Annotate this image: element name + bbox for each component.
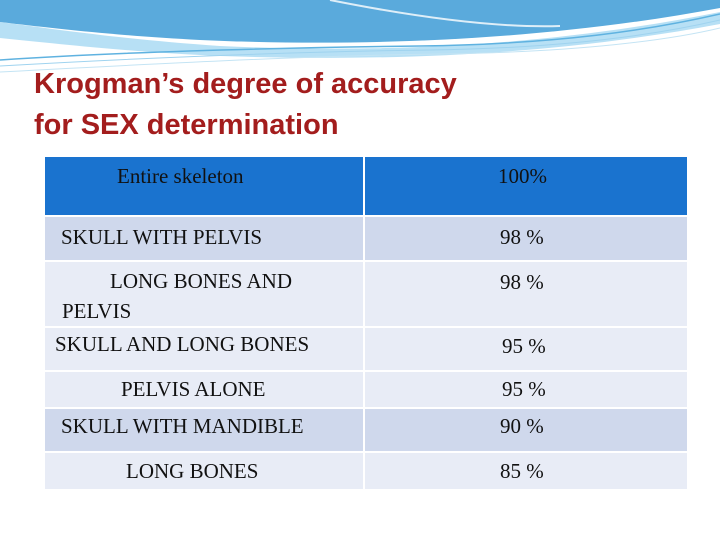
header-value-cell: 100% xyxy=(363,155,689,217)
row-label: LONG BONES AND PELVIS xyxy=(62,269,293,323)
row-value: 90 % xyxy=(500,414,544,438)
header-label-cell: Entire skeleton xyxy=(43,155,365,217)
slide-title: Krogman’s degree of accuracy for SEX det… xyxy=(34,64,674,146)
header-wave-decoration xyxy=(0,0,720,73)
row-label: PELVIS ALONE xyxy=(121,377,266,401)
row-label: SKULL WITH PELVIS xyxy=(61,225,263,249)
table-row: LONG BONES 85 % xyxy=(43,451,689,491)
row-value: 95 % xyxy=(502,334,546,358)
title-line-2: for SEX determination xyxy=(34,109,339,141)
table-row: SKULL WITH MANDIBLE 90 % xyxy=(43,407,689,453)
header-value: 100% xyxy=(498,164,547,188)
row-value: 95 % xyxy=(502,377,546,401)
row-label: SKULL WITH MANDIBLE xyxy=(61,414,304,438)
row-value: 98 % xyxy=(500,270,544,294)
table-row: SKULL WITH PELVIS 98 % xyxy=(43,215,689,262)
row-label: LONG BONES xyxy=(126,459,259,483)
row-value: 85 % xyxy=(500,459,544,483)
table-header-row: Entire skeleton 100% xyxy=(43,155,689,217)
row-value: 98 % xyxy=(500,225,544,249)
header-label: Entire skeleton xyxy=(117,164,244,188)
title-line-1: Krogman’s degree of accuracy xyxy=(34,68,457,100)
row-label: SKULL AND LONG BONES xyxy=(55,332,310,356)
accuracy-table: Entire skeleton 100% SKULL WITH PELVIS 9… xyxy=(43,155,689,491)
table-row: PELVIS ALONE 95 % xyxy=(43,370,689,409)
table-row: LONG BONES AND PELVIS 98 % xyxy=(43,260,689,328)
table-row: SKULL AND LONG BONES 95 % xyxy=(43,326,689,372)
